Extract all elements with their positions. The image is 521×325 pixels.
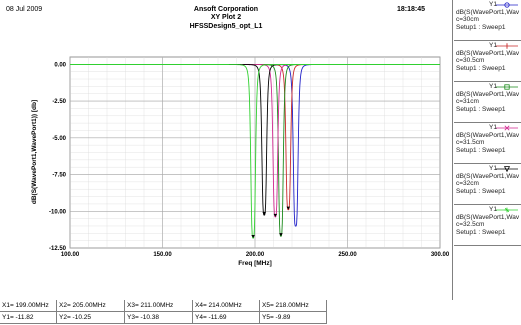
company-name: Ansoft Corporation bbox=[193, 6, 259, 13]
y-tick-label: -7.50 bbox=[52, 173, 66, 179]
y-tick-label: -2.50 bbox=[52, 99, 66, 105]
marker-y-cell: Y3= -10.38 bbox=[125, 312, 193, 324]
legend-parameter: c=32.5cm bbox=[456, 221, 485, 229]
legend-swatch-icon bbox=[496, 43, 518, 49]
legend-expression: dB(S(WavePort1,Wav bbox=[456, 173, 520, 180]
x-tick-label: 150.00 bbox=[153, 252, 172, 258]
marker-point[interactable] bbox=[262, 211, 267, 215]
legend-setup: Setup1 : Sweep1 bbox=[456, 146, 506, 154]
legend-text: dB(S(WavePort1,Wav c=32cm Setup1 : Sweep1 bbox=[456, 173, 519, 195]
legend-expression: dB(S(WavePort1,Wav bbox=[456, 91, 520, 98]
plot-area: 08 Jul 2009 Ansoft Corporation XY Plot 2… bbox=[0, 0, 453, 300]
legend-swatch-icon bbox=[496, 2, 518, 8]
x-tick-label: 200.00 bbox=[246, 252, 265, 258]
x-tick-label: 250.00 bbox=[338, 252, 357, 258]
series-layer bbox=[70, 64, 440, 239]
plot-time: 18:18:45 bbox=[397, 6, 426, 13]
legend-expression: dB(S(WavePort1,Wav bbox=[456, 9, 520, 16]
x-tick-label: 300.00 bbox=[431, 252, 450, 258]
legend-series-name: Y1 bbox=[489, 124, 497, 131]
legend-parameter: c=32cm bbox=[456, 180, 479, 188]
legend-series-name: Y1 bbox=[489, 83, 497, 90]
x-axis-label: Freq [MHz] bbox=[238, 260, 272, 267]
legend-expression: dB(S(WavePort1,Wav bbox=[456, 132, 520, 139]
design-name: HFSSDesign5_opt_L1 bbox=[189, 23, 263, 30]
legend-swatch-icon bbox=[496, 166, 518, 173]
legend-setup: Setup1 : Sweep1 bbox=[456, 23, 506, 31]
marker-table: X1= 199.00MHz Y1= -11.82 X2= 205.00MHz Y2= … bbox=[0, 300, 360, 325]
legend-text: dB(S(WavePort1,Wav c=30cm Setup1 : Sweep1 bbox=[456, 9, 519, 31]
y-tick-label: 0.00 bbox=[54, 62, 66, 68]
legend-entry[interactable]: Y1 dB(S(WavePort1,Wav c=32cm Setup1 : Sweep… bbox=[454, 164, 521, 205]
legend-setup: Setup1 : Sweep1 bbox=[456, 228, 506, 236]
legend-entry[interactable]: Y1 dB(S(WavePort1,Wav c=30.5cm Setup1 : Swe… bbox=[454, 41, 521, 82]
series-line bbox=[70, 64, 440, 239]
y-tick-label: -5.00 bbox=[52, 136, 66, 142]
legend-entry[interactable]: Y1 dB(S(WavePort1,Wav c=31cm Setup1 : Sweep… bbox=[454, 82, 521, 123]
marker-layer bbox=[251, 206, 291, 239]
legend-parameter: c=31cm bbox=[456, 98, 479, 106]
marker-point[interactable] bbox=[273, 213, 278, 217]
marker-x-cell: X4= 214.00MHz bbox=[193, 300, 260, 312]
marker-y-cell: Y5= -9.89 bbox=[260, 312, 327, 324]
legend-parameter: c=31.5cm bbox=[456, 139, 485, 147]
marker-point[interactable] bbox=[286, 206, 291, 210]
grid-layer bbox=[69, 56, 441, 249]
legend-series-name: Y1 bbox=[489, 206, 497, 213]
marker-y-cell: Y1= -11.82 bbox=[0, 312, 57, 324]
legend-text: dB(S(WavePort1,Wav c=32.5cm Setup1 : Sweep… bbox=[456, 214, 519, 236]
legend-entry[interactable]: Y1 dB(S(WavePort1,Wav c=30cm Setup1 : Sweep… bbox=[454, 0, 521, 41]
legend-text: dB(S(WavePort1,Wav c=30.5cm Setup1 : Sweep… bbox=[456, 50, 519, 72]
marker-x-cell: X5= 218.00MHz bbox=[260, 300, 327, 312]
legend-text: dB(S(WavePort1,Wav c=31.5cm Setup1 : Sweep… bbox=[456, 132, 519, 154]
legend-setup: Setup1 : Sweep1 bbox=[456, 105, 506, 113]
legend-series-name: Y1 bbox=[489, 42, 497, 49]
legend-series-name: Y1 bbox=[489, 1, 497, 8]
legend-panel[interactable]: Y1 dB(S(WavePort1,Wav c=30cm Setup1 : Sweep… bbox=[454, 0, 521, 325]
legend-series-name: Y1 bbox=[489, 165, 497, 172]
marker-y-cell: Y4= -11.69 bbox=[193, 312, 260, 324]
marker-y-cell: Y2= -10.25 bbox=[57, 312, 125, 324]
legend-swatch-icon bbox=[496, 207, 518, 213]
x-tick-label: 100.00 bbox=[61, 252, 80, 258]
tick-layer: 100.00 150.00 200.00 250.00 300.00 0.00 -2.50 -… bbox=[49, 62, 450, 258]
legend-setup: Setup1 : Sweep1 bbox=[456, 187, 506, 195]
y-tick-label: -12.50 bbox=[49, 246, 67, 252]
legend-entry[interactable]: Y1 dB(S(WavePort1,Wav c=32.5cm Setup1 : Swe… bbox=[454, 205, 521, 246]
legend-swatch-icon bbox=[496, 84, 518, 90]
marker-x-cell: X1= 199.00MHz bbox=[0, 300, 57, 312]
legend-expression: dB(S(WavePort1,Wav bbox=[456, 214, 520, 221]
plot-title: XY Plot 2 bbox=[210, 14, 242, 21]
legend-setup: Setup1 : Sweep1 bbox=[456, 64, 506, 72]
legend-expression: dB(S(WavePort1,Wav bbox=[456, 50, 520, 57]
legend-parameter: c=30.5cm bbox=[456, 57, 485, 65]
y-tick-label: -10.00 bbox=[49, 209, 67, 215]
legend-entry[interactable]: Y1 dB(S(WavePort1,Wav c=31.5cm Setup1 : Swe… bbox=[454, 123, 521, 164]
marker-point[interactable] bbox=[279, 233, 283, 237]
marker-point[interactable] bbox=[251, 235, 255, 239]
marker-x-cell: X2= 205.00MHz bbox=[57, 300, 125, 312]
legend-parameter: c=30cm bbox=[456, 16, 479, 24]
plot-date: 08 Jul 2009 bbox=[6, 6, 43, 13]
xy-chart[interactable]: 100.00 150.00 200.00 250.00 300.00 0.00 -2.50 -… bbox=[0, 0, 453, 300]
y-axis-label: dB(S(WavePort1,WavePort1)) [db] bbox=[31, 100, 38, 204]
marker-x-cell: X3= 211.00MHz bbox=[125, 300, 193, 312]
legend-text: dB(S(WavePort1,Wav c=31cm Setup1 : Sweep1 bbox=[456, 91, 519, 113]
legend-swatch-icon bbox=[496, 125, 518, 131]
